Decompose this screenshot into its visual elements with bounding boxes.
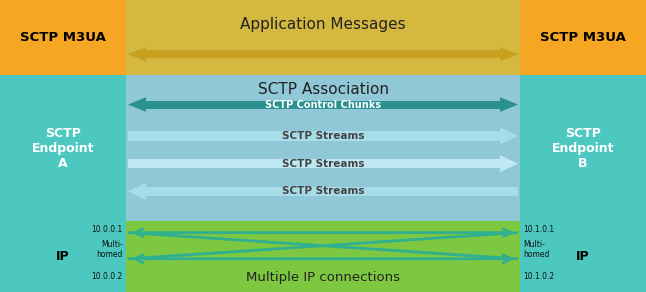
Text: SCTP
Endpoint
A: SCTP Endpoint A [32, 127, 94, 170]
FancyArrow shape [500, 155, 518, 172]
Text: Multi-
homed: Multi- homed [523, 240, 550, 259]
Text: 10.1.0.2: 10.1.0.2 [523, 272, 554, 281]
Bar [146, 100, 500, 109]
Text: Multi-
homed: Multi- homed [96, 240, 123, 259]
Text: SCTP M3UA: SCTP M3UA [540, 31, 626, 44]
Text: IP: IP [56, 250, 70, 263]
Text: Application Messages: Application Messages [240, 17, 406, 32]
Bar [126, 221, 520, 292]
Text: SCTP
Endpoint
B: SCTP Endpoint B [552, 127, 614, 170]
Bar [0, 221, 126, 292]
Bar [128, 131, 500, 140]
Bar [146, 51, 500, 58]
Bar [0, 75, 126, 221]
Text: SCTP M3UA: SCTP M3UA [20, 31, 106, 44]
Text: SCTP Control Chunks: SCTP Control Chunks [265, 100, 381, 110]
Text: Multiple IP connections: Multiple IP connections [246, 271, 400, 284]
FancyArrow shape [500, 97, 518, 112]
FancyArrow shape [500, 47, 518, 61]
FancyArrow shape [128, 97, 146, 112]
Bar [126, 0, 520, 75]
FancyArrow shape [500, 127, 518, 145]
FancyArrow shape [128, 183, 146, 200]
Bar [126, 75, 520, 221]
Text: 10.1.0.1: 10.1.0.1 [523, 225, 554, 234]
Text: SCTP Streams: SCTP Streams [282, 131, 364, 141]
Bar [146, 187, 518, 196]
Bar [520, 221, 646, 292]
Text: SCTP Streams: SCTP Streams [282, 159, 364, 169]
Bar [520, 0, 646, 75]
Bar [128, 159, 500, 168]
Text: 10.0.0.1: 10.0.0.1 [92, 225, 123, 234]
Text: SCTP Streams: SCTP Streams [282, 186, 364, 197]
Text: 10.0.0.2: 10.0.0.2 [92, 272, 123, 281]
FancyArrow shape [128, 47, 146, 61]
Bar [520, 75, 646, 221]
Text: SCTP Association: SCTP Association [258, 82, 388, 98]
Text: IP: IP [576, 250, 590, 263]
Bar [0, 0, 126, 75]
